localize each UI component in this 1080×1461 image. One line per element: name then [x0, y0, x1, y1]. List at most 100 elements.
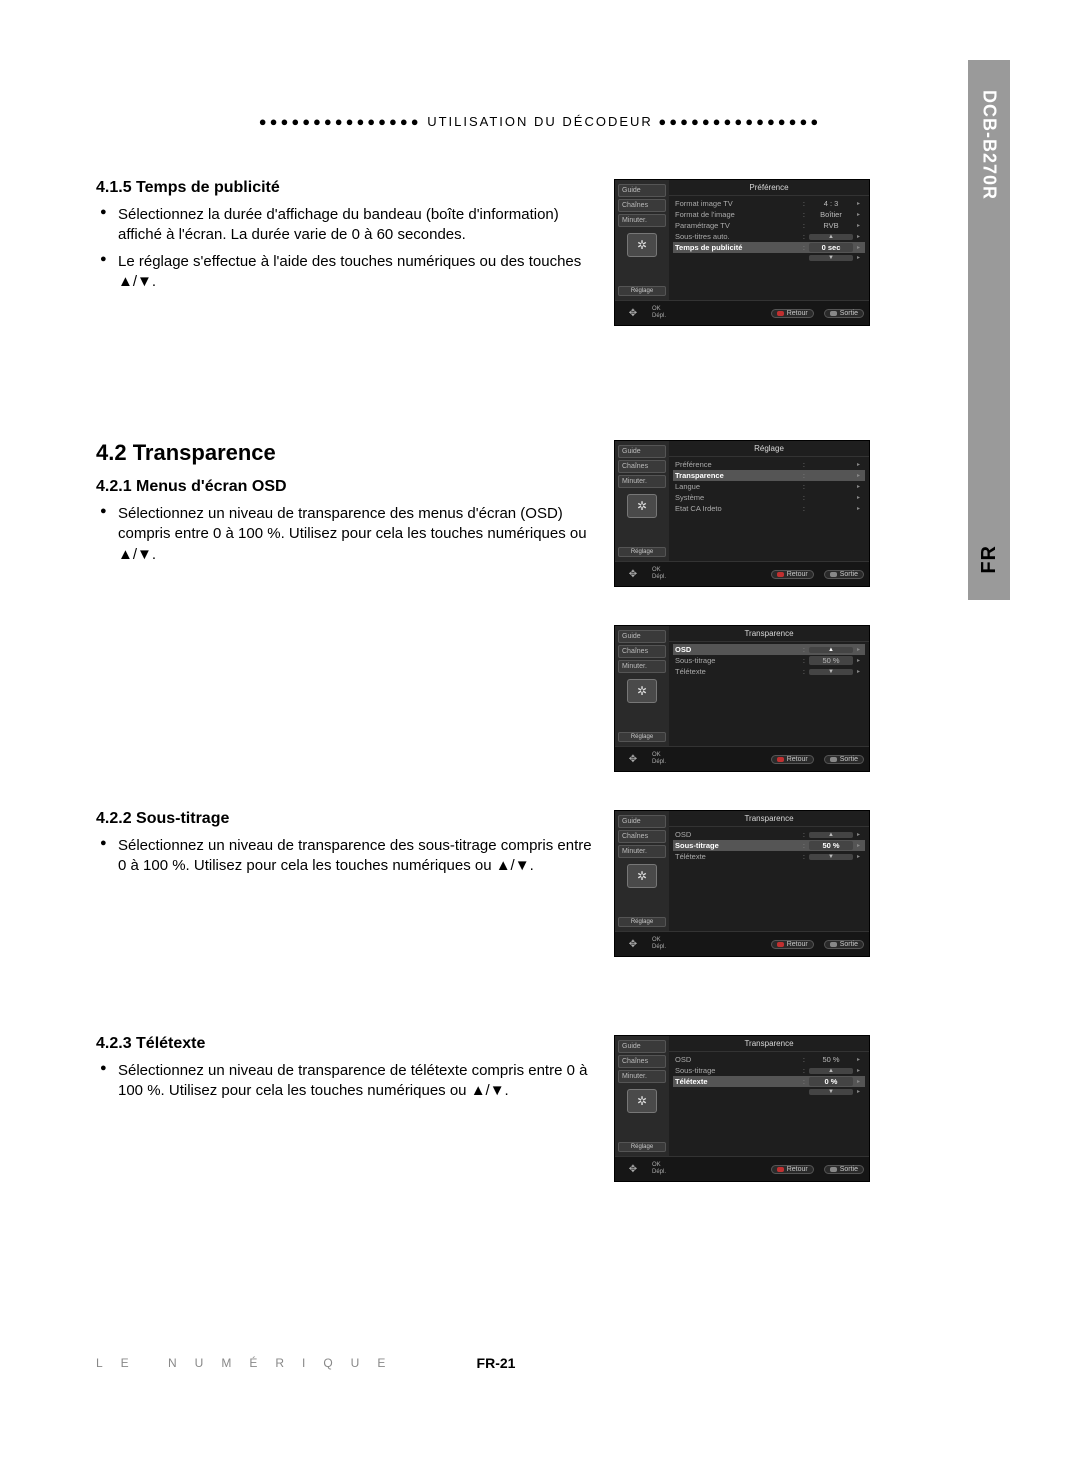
- osd-side-foot: Réglage: [618, 1142, 666, 1152]
- bullet-item: Sélectionnez un niveau de transparence d…: [100, 504, 592, 565]
- language-label: FR: [978, 545, 1001, 574]
- osd-row: ▼▸: [673, 253, 865, 262]
- dots-right: ●●●●●●●●●●●●●●●: [658, 114, 821, 129]
- osd-row: Etat CA Irdeto:▸: [673, 503, 865, 514]
- osd-row: Paramétrage TV:RVB▸: [673, 220, 865, 231]
- osd-side-item: Chaînes: [618, 1055, 666, 1068]
- bullets-4-2-2: Sélectionnez un niveau de transparence d…: [96, 836, 592, 877]
- remote-icon: ✥: [620, 935, 646, 953]
- osd-side-item: Minuter.: [618, 475, 666, 488]
- osd-side-item: Chaînes: [618, 645, 666, 658]
- osd-sortie-button: Sortie: [824, 309, 864, 318]
- remote-icon: ✥: [620, 304, 646, 322]
- osd-title: Transparence: [669, 1036, 869, 1052]
- osd-row: Langue:▸: [673, 481, 865, 492]
- heading-4-2-3: 4.2.3 Télétexte: [96, 1035, 592, 1053]
- osd-remote-hint: OKDépl.: [652, 937, 666, 950]
- osd-row: Format image TV:4 : 3▸: [673, 198, 865, 209]
- manual-page: DCB-B270R FR ●●●●●●●●●●●●●●● UTILISATION…: [70, 60, 1010, 1400]
- osd-side-item: Minuter.: [618, 845, 666, 858]
- osd-retour-button: Retour: [771, 755, 814, 764]
- osd-side-item: Minuter.: [618, 660, 666, 673]
- dots-left: ●●●●●●●●●●●●●●●: [259, 114, 422, 129]
- osd-remote-hint: OKDépl.: [652, 1162, 666, 1175]
- gear-icon: ✲: [627, 233, 657, 257]
- chapter-title: UTILISATION DU DÉCODEUR: [427, 114, 653, 129]
- osd-sortie-button: Sortie: [824, 570, 864, 579]
- osd-retour-button: Retour: [771, 1165, 814, 1174]
- bullets-4-2-1: Sélectionnez un niveau de transparence d…: [96, 504, 592, 565]
- osd-screenshot-5: Guide Chaînes Minuter. ✲ Réglage Transparence…: [614, 1035, 870, 1182]
- osd-side-foot: Réglage: [618, 286, 666, 296]
- osd-side-foot: Réglage: [618, 547, 666, 557]
- osd-side-item: Minuter.: [618, 1070, 666, 1083]
- osd-screenshot-1: Guide Chaînes Minuter. ✲ Réglage Préférence Fo…: [614, 179, 870, 326]
- content-area: 4.1.5 Temps de publicité Sélectionnez la…: [70, 179, 870, 1220]
- osd-row: Sous-titres auto.:▲▸: [673, 231, 865, 242]
- osd-row: OSD:▲▸: [673, 644, 865, 655]
- osd-side-item: Chaînes: [618, 830, 666, 843]
- section-4-2: 4.2 Transparence 4.2.1 Menus d'écran OSD…: [96, 440, 870, 810]
- page-number: FR-21: [477, 1355, 516, 1371]
- osd-row: Sous-titrage:50 %▸: [673, 840, 865, 851]
- osd-row: Temps de publicité:0 sec▸: [673, 242, 865, 253]
- osd-title: Transparence: [669, 811, 869, 827]
- remote-icon: ✥: [620, 1160, 646, 1178]
- osd-remote-hint: OKDépl.: [652, 567, 666, 580]
- section-4-2-2: 4.2.2 Sous-titrage Sélectionnez un nivea…: [96, 810, 870, 995]
- osd-retour-button: Retour: [771, 570, 814, 579]
- gear-icon: ✲: [627, 679, 657, 703]
- osd-remote-hint: OKDépl.: [652, 752, 666, 765]
- osd-row: Sous-titrage:▲▸: [673, 1065, 865, 1076]
- osd-side-foot: Réglage: [618, 917, 666, 927]
- osd-retour-button: Retour: [771, 309, 814, 318]
- heading-4-2: 4.2 Transparence: [96, 440, 592, 466]
- osd-row: Transparence:▸: [673, 470, 865, 481]
- gear-icon: ✲: [627, 1089, 657, 1113]
- osd-row: Préférence:▸: [673, 459, 865, 470]
- osd-row: Sous-titrage:50 %▸: [673, 655, 865, 666]
- chapter-header: ●●●●●●●●●●●●●●● UTILISATION DU DÉCODEUR …: [70, 114, 1010, 129]
- osd-side-item: Chaînes: [618, 199, 666, 212]
- gear-icon: ✲: [627, 494, 657, 518]
- bullet-item: Sélectionnez un niveau de transparence d…: [100, 836, 592, 877]
- heading-4-2-2: 4.2.2 Sous-titrage: [96, 810, 592, 828]
- osd-sortie-button: Sortie: [824, 1165, 864, 1174]
- osd-row: Format de l'image:Boîtier▸: [673, 209, 865, 220]
- osd-screenshot-4: GuideChaînesMinuter.✲RéglageTransparence…: [614, 810, 870, 957]
- bullet-item: Sélectionnez un niveau de transparence d…: [100, 1061, 592, 1102]
- gear-icon: ✲: [627, 864, 657, 888]
- osd-row: OSD:50 %▸: [673, 1054, 865, 1065]
- osd-sortie-button: Sortie: [824, 940, 864, 949]
- side-tab: DCB-B270R FR: [968, 60, 1010, 600]
- heading-4-1-5: 4.1.5 Temps de publicité: [96, 179, 592, 197]
- heading-4-2-1: 4.2.1 Menus d'écran OSD: [96, 478, 592, 496]
- osd-retour-button: Retour: [771, 940, 814, 949]
- osd-screenshot-3: GuideChaînesMinuter.✲RéglageTransparence…: [614, 625, 870, 772]
- osd-row: Système:▸: [673, 492, 865, 503]
- osd-title: Préférence: [669, 180, 869, 196]
- remote-icon: ✥: [620, 565, 646, 583]
- section-4-1-5: 4.1.5 Temps de publicité Sélectionnez la…: [96, 179, 870, 364]
- osd-row: Télétexte:▼▸: [673, 851, 865, 862]
- osd-side-item: Guide: [618, 630, 666, 643]
- osd-side-item: Guide: [618, 445, 666, 458]
- osd-row: Télétexte:0 %▸: [673, 1076, 865, 1087]
- osd-sortie-button: Sortie: [824, 755, 864, 764]
- footer-brand: LE NUMÉRIQUE: [96, 1356, 403, 1370]
- osd-remote-hint: OKDépl.: [652, 306, 666, 319]
- bullets-4-1-5: Sélectionnez la durée d'affichage du ban…: [96, 205, 592, 292]
- bullet-item: Sélectionnez la durée d'affichage du ban…: [100, 205, 592, 246]
- osd-side-item: Guide: [618, 1040, 666, 1053]
- page-footer: LE NUMÉRIQUE FR-21: [96, 1356, 896, 1370]
- osd-screenshot-2: GuideChaînesMinuter.✲RéglageRéglagePréfé…: [614, 440, 870, 587]
- osd-side-item: Guide: [618, 184, 666, 197]
- osd-side-item: Chaînes: [618, 460, 666, 473]
- bullets-4-2-3: Sélectionnez un niveau de transparence d…: [96, 1061, 592, 1102]
- section-4-2-3: 4.2.3 Télétexte Sélectionnez un niveau d…: [96, 1035, 870, 1220]
- osd-row: ▼▸: [673, 1087, 865, 1096]
- model-label: DCB-B270R: [979, 90, 1000, 200]
- remote-icon: ✥: [620, 750, 646, 768]
- bullet-item: Le réglage s'effectue à l'aide des touch…: [100, 252, 592, 293]
- osd-side-item: Minuter.: [618, 214, 666, 227]
